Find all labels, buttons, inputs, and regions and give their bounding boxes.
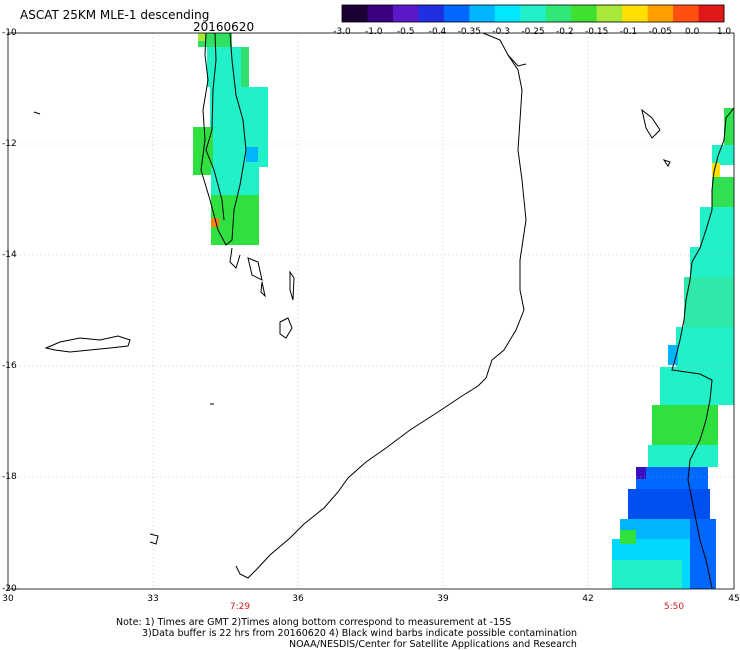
note-line-2: 3)Data buffer is 22 hrs from 20160620 4)…	[142, 628, 578, 639]
colorbar-label: -0.15	[585, 27, 609, 37]
colorbar-label: -3.0	[333, 27, 351, 37]
colorbar-swatch	[673, 5, 700, 22]
colorbar-swatch	[342, 5, 368, 22]
time-label-right: 5:50	[663, 602, 685, 612]
colorbar-label: -0.35	[457, 27, 481, 37]
time-label-left: 7:29	[229, 602, 251, 612]
note-line-1: Note: 1) Times are GMT 2)Times along bot…	[116, 617, 512, 628]
colorbar-label: 1.0	[716, 27, 732, 37]
latitude-label: -12	[2, 139, 17, 149]
colorbar-swatch	[418, 5, 445, 22]
colorbar-label: -0.3	[492, 27, 510, 37]
colorbar-label: -0.2	[556, 27, 574, 37]
colorbar-swatch	[545, 5, 572, 22]
colorbar-swatch	[367, 5, 394, 22]
colorbar-swatch	[596, 5, 623, 22]
colorbar-label: -0.1	[619, 27, 638, 37]
latitude-label: -14	[2, 250, 17, 260]
map-title: ASCAT 25KM MLE-1 descending	[20, 8, 210, 22]
longitude-label: 42	[582, 594, 594, 604]
colorbar-label: -0.5	[396, 27, 415, 37]
colorbar-swatch	[443, 5, 470, 22]
colorbar-label: -0.05	[648, 27, 672, 37]
longitude-label: 33	[147, 594, 159, 604]
swath-right	[612, 108, 734, 589]
latitude-label: -10	[2, 28, 17, 38]
coastline	[33, 32, 735, 589]
colorbar-label: -0.25	[521, 27, 545, 37]
colorbar-label: -0.4	[428, 27, 447, 37]
colorbar-swatch	[520, 5, 547, 22]
note-line-3: NOAA/NESDIS/Center for Satellite Applica…	[289, 639, 577, 650]
longitude-label: 36	[292, 594, 304, 604]
latitude-label: -16	[2, 361, 17, 371]
colorbar-swatch	[698, 5, 725, 22]
longitude-label: 39	[437, 594, 449, 604]
latitude-label: -20	[2, 584, 17, 594]
map-date: 20160620	[193, 20, 255, 34]
graticule	[8, 33, 734, 589]
latitude-label: -18	[2, 472, 17, 482]
colorbar-swatch	[392, 5, 419, 22]
longitude-label: 30	[2, 594, 14, 604]
colorbar-swatch	[494, 5, 521, 22]
colorbar-swatch	[469, 5, 496, 22]
longitude-label: 45	[728, 594, 740, 604]
plot-frame	[7, 32, 735, 590]
colorbar-swatch	[571, 5, 598, 22]
swath-left	[193, 33, 268, 245]
colorbar-label: 0.0	[684, 27, 700, 37]
colorbar-swatch	[647, 5, 674, 22]
colorbar	[342, 5, 725, 22]
colorbar-label: -1.0	[365, 27, 383, 37]
colorbar-swatch	[622, 5, 649, 22]
